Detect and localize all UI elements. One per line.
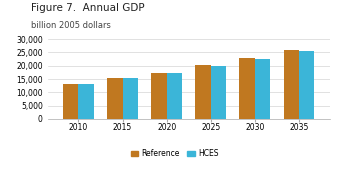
- Text: billion 2005 dollars: billion 2005 dollars: [31, 21, 110, 30]
- Bar: [107, 78, 122, 119]
- Bar: [284, 50, 299, 119]
- Bar: [211, 66, 226, 119]
- Legend: Reference, HCES: Reference, HCES: [128, 146, 222, 162]
- Bar: [167, 73, 182, 119]
- Bar: [63, 84, 79, 119]
- Bar: [255, 58, 270, 119]
- Bar: [195, 65, 211, 119]
- Bar: [122, 78, 138, 119]
- Bar: [79, 84, 94, 119]
- Text: Figure 7.  Annual GDP: Figure 7. Annual GDP: [31, 3, 144, 13]
- Bar: [299, 50, 314, 119]
- Bar: [239, 58, 255, 119]
- Bar: [151, 73, 167, 119]
